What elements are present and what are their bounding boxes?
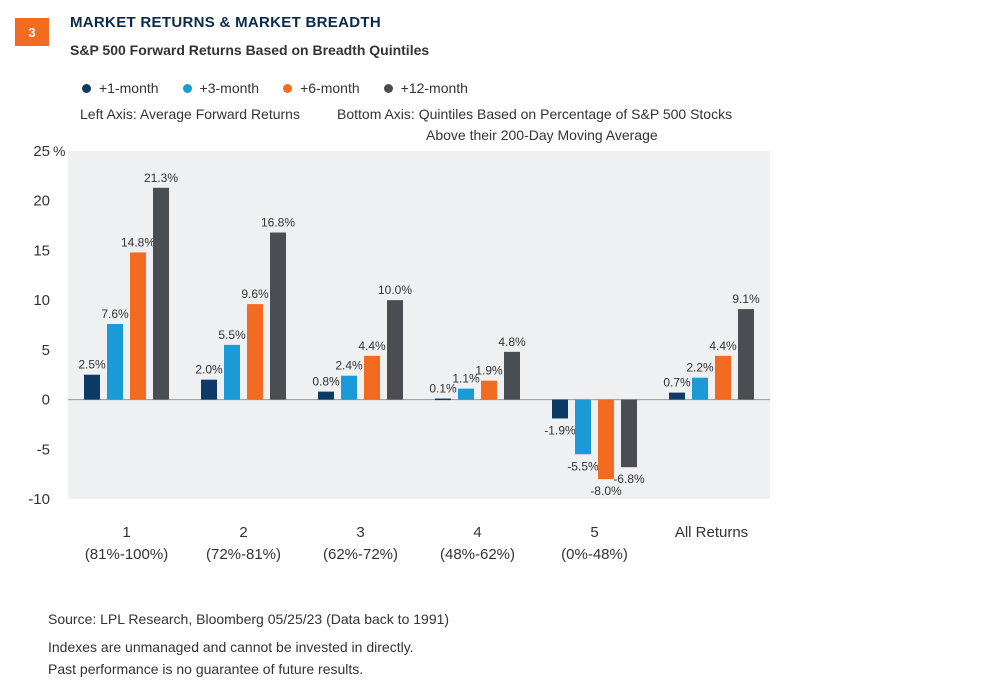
bar <box>692 377 708 400</box>
x-tick-label: 4 <box>473 524 481 541</box>
disclaimer-invest: Indexes are unmanaged and cannot be inve… <box>48 639 414 655</box>
y-tick-label: 15 <box>33 242 50 259</box>
y-tick-label: 25 <box>33 143 50 160</box>
x-tick-sublabel: (0%-48%) <box>561 546 628 563</box>
data-label: 2.5% <box>78 358 106 372</box>
legend-label: +6-month <box>300 80 360 96</box>
bar <box>575 399 591 455</box>
x-tick-sublabel: (72%-81%) <box>206 546 281 563</box>
data-label: 2.2% <box>686 361 714 375</box>
x-tick-sublabel: (48%-62%) <box>440 546 515 563</box>
data-label: -8.0% <box>590 484 622 498</box>
x-tick-label: 3 <box>356 524 364 541</box>
bar <box>153 187 169 400</box>
legend-marker <box>283 83 293 93</box>
x-tick-label: 5 <box>590 524 598 541</box>
data-label: 0.7% <box>663 376 691 390</box>
bar <box>458 388 474 400</box>
figure-number-badge: 3 <box>15 18 49 46</box>
bar <box>621 399 637 468</box>
y-tick-label: 10 <box>33 292 50 309</box>
left-axis-note: Left Axis: Average Forward Returns <box>80 106 300 122</box>
legend-marker <box>383 83 393 93</box>
data-label: 7.6% <box>101 307 129 321</box>
source-note: Source: LPL Research, Bloomberg 05/25/23… <box>48 611 450 627</box>
data-label: 4.8% <box>498 335 526 349</box>
legend: +1-month +3-month +6-month +12-month <box>82 80 492 96</box>
bar <box>130 252 146 400</box>
bar-chart: 2520151050-5-10%2.5%7.6%14.8%21.3%1(81%-… <box>28 143 770 563</box>
x-tick-label: 1 <box>122 524 130 541</box>
data-label: 9.1% <box>732 292 760 306</box>
bar <box>435 398 451 401</box>
legend-item: +1-month <box>82 80 159 96</box>
bar <box>270 232 286 400</box>
y-tick-label: 5 <box>42 342 50 359</box>
legend-label: +1-month <box>99 80 159 96</box>
bottom-axis-note-line1: Bottom Axis: Quintiles Based on Percenta… <box>337 106 733 122</box>
data-label: 2.0% <box>195 363 223 377</box>
bar <box>341 375 357 400</box>
bar <box>738 309 754 400</box>
legend-item: +3-month <box>182 80 260 96</box>
bar <box>247 304 263 400</box>
x-tick-label: 2 <box>239 524 247 541</box>
data-label: 1.1% <box>452 372 480 386</box>
x-tick-sublabel: (62%-72%) <box>323 546 398 563</box>
y-tick-label: 20 <box>33 193 50 210</box>
x-tick-sublabel: (81%-100%) <box>85 546 168 563</box>
legend-item: +6-month <box>283 80 360 96</box>
bar <box>552 399 568 419</box>
plot-area <box>68 151 770 499</box>
bar <box>598 399 614 480</box>
data-label: 9.6% <box>241 287 269 301</box>
data-label: 14.8% <box>121 235 155 249</box>
y-tick-label: -5 <box>37 441 50 458</box>
data-label: -1.9% <box>544 423 576 437</box>
bar <box>669 392 685 400</box>
y-unit-label: % <box>53 143 65 159</box>
bar <box>504 351 520 400</box>
disclaimer-performance: Past performance is no guarantee of futu… <box>48 661 364 677</box>
legend-item: +12-month <box>383 80 468 96</box>
bar <box>481 380 497 400</box>
chart-subtitle: S&P 500 Forward Returns Based on Breadth… <box>70 42 430 58</box>
legend-marker <box>82 83 91 93</box>
legend-label: +12-month <box>400 80 468 96</box>
bar <box>364 355 380 400</box>
data-label: 1.9% <box>475 364 503 378</box>
y-tick-label: 0 <box>42 392 50 409</box>
data-label: -5.5% <box>567 459 599 473</box>
bottom-axis-note-line2: Above their 200-Day Moving Average <box>426 127 658 143</box>
bar <box>84 374 100 400</box>
data-label: 5.5% <box>218 328 246 342</box>
legend-marker <box>182 83 192 93</box>
x-tick-label: All Returns <box>675 524 748 541</box>
bar <box>715 355 731 400</box>
legend-label: +3-month <box>199 80 260 96</box>
data-label: 0.1% <box>429 382 457 396</box>
data-label: -6.8% <box>613 472 645 486</box>
data-label: 16.8% <box>261 216 295 230</box>
data-label: 0.8% <box>312 375 340 389</box>
data-label: 4.4% <box>358 339 386 353</box>
data-label: 10.0% <box>378 283 412 297</box>
data-label: 4.4% <box>709 339 737 353</box>
bar <box>201 379 217 400</box>
data-label: 21.3% <box>144 171 178 185</box>
y-tick-label: -10 <box>28 491 50 508</box>
chart-title: MARKET RETURNS & MARKET BREADTH <box>70 14 381 31</box>
bar <box>224 344 240 400</box>
data-label: 2.4% <box>335 359 363 373</box>
bar <box>107 324 123 400</box>
bar <box>318 391 334 400</box>
bar <box>387 300 403 400</box>
